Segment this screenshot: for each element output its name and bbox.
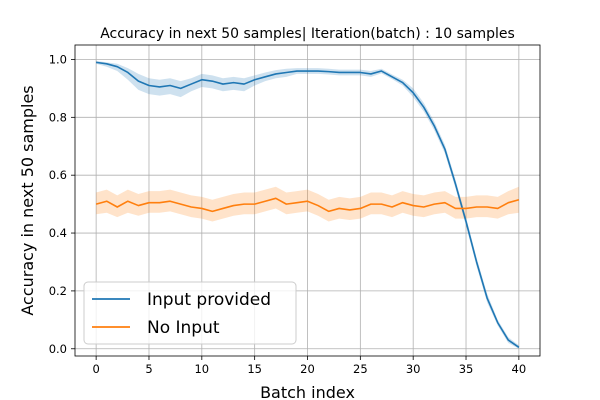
- y-axis-ticks: 0.0 0.2 0.4 0.6 0.8 1.0: [49, 52, 75, 356]
- confidence-bands: [96, 60, 519, 349]
- y-tick-label: 1.0: [49, 52, 67, 66]
- series-lines: [95, 61, 520, 348]
- y-axis-label: Accuracy in next 50 samples: [18, 85, 37, 315]
- chart-title: Accuracy in next 50 samples| Iteration(b…: [100, 26, 515, 42]
- y-tick-label: 0.0: [49, 342, 67, 356]
- y-tick-label: 0.2: [49, 284, 67, 298]
- confidence-band-series-0: [96, 60, 519, 349]
- x-tick-label: 10: [194, 362, 209, 376]
- legend: Input provided No Input: [83, 281, 297, 345]
- confidence-band-series-1: [96, 186, 519, 222]
- series-line-1: [95, 197, 520, 213]
- legend-label-0: Input provided: [147, 290, 271, 310]
- grid: [75, 45, 540, 356]
- series-line-0: [96, 61, 520, 348]
- legend-frame: [83, 281, 297, 345]
- x-tick-label: 40: [512, 362, 527, 376]
- x-tick-label: 15: [247, 362, 262, 376]
- x-tick-label: 5: [145, 362, 152, 376]
- x-axis-label: Batch index: [260, 383, 355, 400]
- x-tick-label: 20: [300, 362, 315, 376]
- y-tick-label: 0.6: [49, 168, 67, 182]
- x-tick-label: 0: [92, 362, 99, 376]
- x-axis-ticks: 0 5 10 15 20 25 30 35 40: [92, 356, 526, 376]
- y-tick-label: 0.8: [49, 110, 67, 124]
- x-tick-label: 35: [459, 362, 474, 376]
- y-tick-label: 0.4: [49, 226, 67, 240]
- legend-label-1: No Input: [147, 318, 220, 338]
- x-tick-label: 30: [406, 362, 421, 376]
- x-tick-label: 25: [353, 362, 368, 376]
